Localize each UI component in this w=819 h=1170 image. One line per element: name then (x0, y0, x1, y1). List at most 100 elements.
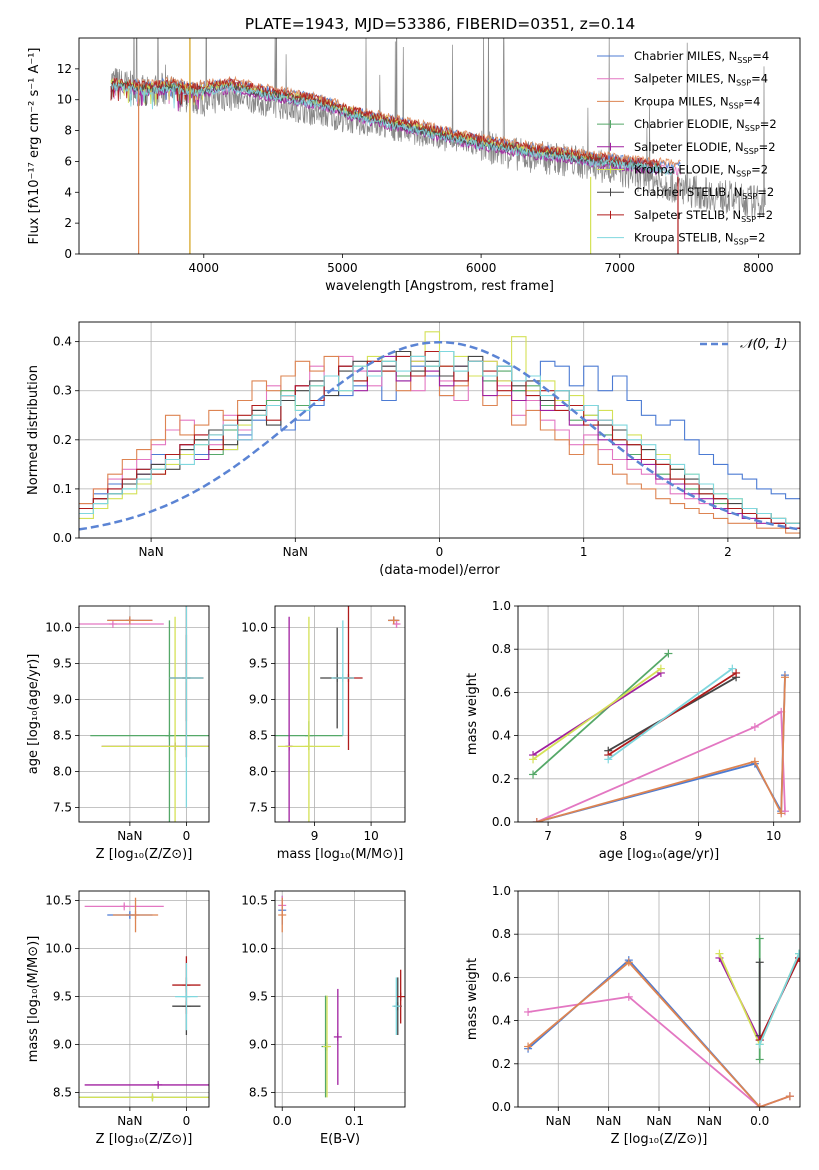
weight-series-line (607, 667, 733, 761)
x-axis-label: E(B-V) (320, 1132, 360, 1147)
legend-label: Kroupa MILES, NSSP=4 (634, 94, 760, 110)
legend-label-sub: SSP (741, 215, 756, 224)
legend-label: Chabrier ELODIE, NSSP=2 (634, 117, 777, 133)
y-tick-label: 10.0 (241, 621, 268, 635)
x-axis-label: Z [log₁₀(Z/Z⊙)] (96, 1132, 193, 1147)
normal-curve (79, 340, 800, 531)
plot-area (278, 895, 405, 1098)
spectrum-model-line (110, 77, 661, 168)
y-tick-label: 0.0 (492, 1100, 511, 1114)
figure-title: PLATE=1943, MJD=53386, FIBERID=0351, z=0… (245, 15, 635, 33)
x-tick-label: 9 (695, 829, 703, 843)
x-tick-label: NaN (546, 1114, 571, 1128)
x-axis-label: Z [log₁₀(Z/Z⊙)] (611, 1132, 708, 1147)
legend-label-main: Chabrier ELODIE, N (634, 117, 745, 131)
y-axis-label: Flux [fλ10⁻¹⁷ erg cm⁻² s⁻¹ A⁻¹] (27, 48, 42, 245)
y-tick-label: 0.8 (492, 642, 511, 656)
spectrum-model-line (136, 75, 681, 168)
y-tick-label: 0.6 (492, 970, 511, 984)
axes-frame (78, 37, 801, 255)
y-tick-label: 8.5 (249, 729, 268, 743)
y-tick-label: 0.6 (492, 685, 511, 699)
plot-area (79, 897, 209, 1102)
y-tick-label: 8.0 (53, 765, 72, 779)
y-tick-label: 0 (64, 247, 72, 261)
axes-residuals: NaN NaN 0 1 2 0.0 0.1 0.2 0.3 0.4 (data-model)/err… (26, 321, 801, 578)
x-axis-label: (data-model)/error (379, 563, 500, 578)
y-axis-label: mass weight (465, 673, 480, 755)
legend-label-tail: =4 (751, 72, 768, 86)
x-tick-label: 10 (363, 829, 378, 843)
legend-label-main: Salpeter STELIB, N (634, 208, 741, 222)
x-tick-label: NaN (596, 1114, 621, 1128)
x-tick-label: NaN (138, 545, 163, 559)
x-tick-label: 10 (766, 829, 781, 843)
errorbar-point (84, 1080, 209, 1089)
axes-frame (78, 890, 210, 1108)
y-tick-label: 0.2 (53, 433, 72, 447)
errorbar-point (388, 616, 400, 625)
y-axis-label: Normed distribution (26, 365, 41, 495)
legend-label-main: Kroupa ELODIE, N (634, 163, 736, 177)
plot-area (110, 38, 766, 254)
y-tick-label: 0.2 (492, 1057, 511, 1071)
x-tick-label: 0.0 (750, 1114, 769, 1128)
y-tick-label: 9.0 (53, 693, 72, 707)
legend-label-tail: =2 (756, 208, 773, 222)
y-tick-label: 1.0 (492, 884, 511, 898)
legend-label-tail: =2 (759, 140, 776, 154)
plot-area (275, 606, 401, 822)
x-tick-label: 7000 (604, 261, 635, 275)
legend-label-main: Chabrier MILES, N (634, 49, 737, 63)
y-tick-label: 10.0 (241, 942, 268, 956)
x-tick-label: 0.0 (273, 1114, 292, 1128)
x-axis-label: mass [log₁₀(M/M⊙)] (277, 847, 404, 862)
y-tick-label: 1.0 (492, 599, 511, 613)
axes-frame (274, 890, 406, 1108)
x-axis-label: age [log₁₀(age/yr)] (599, 847, 720, 862)
errorbar-point (84, 902, 164, 911)
y-tick-label: 0.8 (492, 927, 511, 941)
x-tick-label: NaN (283, 545, 308, 559)
histogram-series (79, 350, 800, 524)
axes-z_vs_weight: NaN NaN NaN NaN 0.0 0.0 0.2 0.4 0.6 0.8 1.0 Z [log₁… (465, 884, 801, 1147)
legend-label: Kroupa STELIB, NSSP=2 (634, 231, 765, 247)
errorbar-point (392, 977, 401, 1035)
axes-frame (78, 605, 210, 823)
y-tick-label: 8.5 (53, 1086, 72, 1100)
legend-label: Salpeter ELODIE, NSSP=2 (634, 140, 776, 156)
legend-label-tail: =2 (749, 231, 766, 245)
weight-series-line (758, 953, 800, 1045)
y-tick-label: 9.5 (53, 657, 72, 671)
legend-label-sub: SSP (737, 56, 752, 65)
legend-label-sub: SSP (745, 124, 760, 133)
legend-label-main: Kroupa MILES, N (634, 94, 729, 108)
axes-frame (517, 890, 801, 1108)
y-tick-label: 0.0 (53, 531, 72, 545)
legend-label-tail: =2 (760, 117, 777, 131)
legend-label-tail: =2 (751, 163, 768, 177)
x-tick-label: NaN (117, 829, 142, 843)
plot-area (529, 649, 789, 822)
y-tick-label: 0.1 (53, 482, 72, 496)
legend-label-sub: SSP (729, 101, 744, 110)
weight-series-line (527, 961, 791, 1107)
legend-label: Salpeter MILES, NSSP=4 (634, 72, 768, 88)
y-tick-label: 9.0 (249, 693, 268, 707)
axes-z_vs_mass: NaN 0 8.5 9.0 9.5 10.0 10.5 Z [log₁₀(Z/Z⊙)] mass… (26, 890, 210, 1147)
y-tick-label: 0.4 (492, 729, 511, 743)
plot-area (524, 934, 800, 1107)
legend-label-main: Salpeter MILES, N (634, 72, 736, 86)
errorbar-point (278, 897, 287, 933)
y-tick-label: 9.0 (53, 1038, 72, 1052)
x-tick-label: NaN (117, 1114, 142, 1128)
weight-series-line (532, 667, 662, 761)
legend-label-main: Chabrier STELIB, N (634, 185, 742, 199)
y-tick-label: 0.0 (492, 815, 511, 829)
y-tick-label: 10.5 (241, 894, 268, 908)
x-tick-label: 8000 (743, 261, 774, 275)
y-axis-label: age [log₁₀(age/yr)] (26, 654, 41, 775)
legend-label-sub: SSP (734, 238, 749, 247)
axes-frame (78, 321, 801, 539)
y-tick-label: 0.4 (53, 335, 72, 349)
